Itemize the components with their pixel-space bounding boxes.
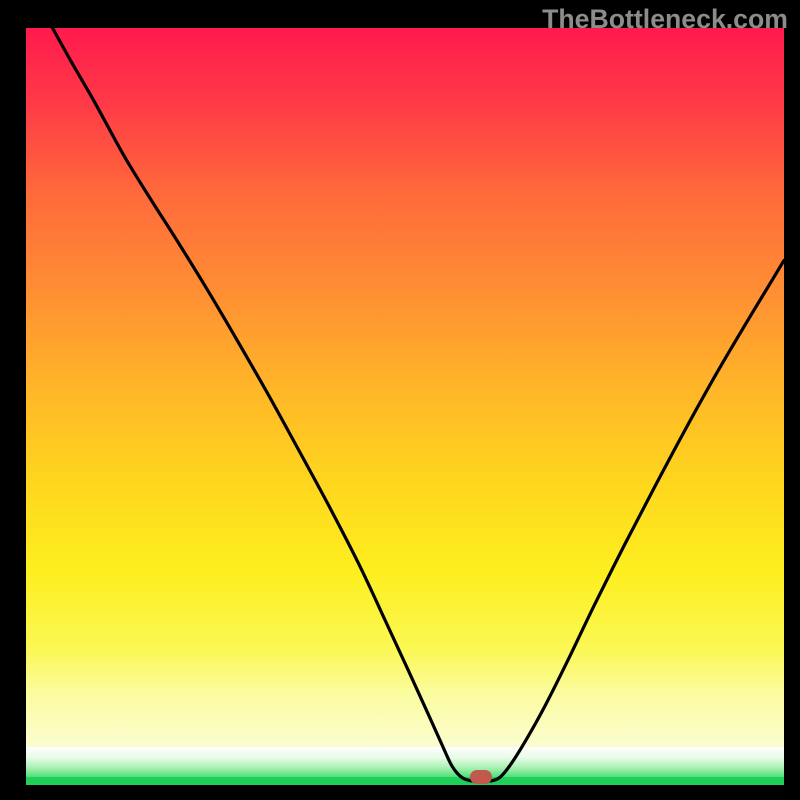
optimal-point-marker xyxy=(470,770,492,784)
watermark-label: TheBottleneck.com xyxy=(542,4,788,35)
chart-container: TheBottleneck.com xyxy=(0,0,800,800)
bottleneck-curve xyxy=(26,28,784,785)
curve-path xyxy=(53,28,784,782)
plot-area xyxy=(26,28,784,785)
